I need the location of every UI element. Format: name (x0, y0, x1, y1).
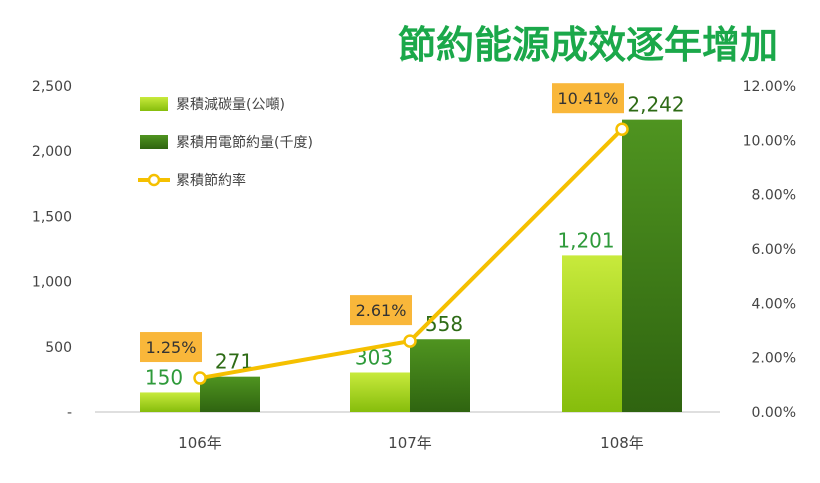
y-right-tick-label: 4.00% (752, 296, 796, 312)
x-category-label: 106年 (178, 434, 222, 452)
chart-title: 節約能源成效逐年增加 (398, 23, 778, 67)
rate-label: 1.25% (146, 338, 197, 357)
y-left-tick-label: 2,500 (32, 79, 72, 95)
rate-label: 2.61% (356, 301, 407, 320)
y-left-tick-label: 2,000 (32, 144, 72, 160)
legend-line-marker (147, 173, 161, 187)
rate-point (193, 371, 207, 385)
y-left-tick-label: - (67, 405, 72, 421)
rate-label: 10.41% (557, 89, 618, 108)
bar-carbon (140, 392, 200, 412)
rate-line: 1.25% 2.61% 10.41% (140, 83, 629, 385)
legend: 累積減碳量(公噸) 累積用電節約量(千度) 累積節約率 (138, 96, 313, 189)
bar-carbon (350, 372, 410, 412)
bar-electricity (200, 376, 260, 412)
y-left-tick-label: 1,000 (32, 275, 72, 291)
x-category-label: 107年 (388, 434, 432, 452)
y-right-tick-label: 8.00% (752, 188, 796, 204)
bar-value-label: 2,242 (627, 93, 684, 117)
x-category-label: 108年 (600, 434, 644, 452)
rate-point (403, 334, 417, 348)
y-right-tick-label: 2.00% (752, 351, 796, 367)
bar-electricity (622, 119, 682, 413)
legend-label: 累積用電節約量(千度) (176, 134, 313, 151)
y-left-tick-label: 1,500 (32, 209, 72, 225)
legend-label: 累積節約率 (176, 172, 246, 189)
legend-swatch (140, 97, 168, 111)
y-right-tick-label: 12.00% (743, 79, 796, 95)
legend-label: 累積減碳量(公噸) (176, 96, 285, 113)
y-right-tick-label: 10.00% (743, 133, 796, 149)
bar-value-label: 1,201 (557, 228, 614, 252)
rate-point (615, 122, 629, 136)
bar-electricity (410, 339, 470, 412)
legend-swatch (140, 135, 168, 149)
rate-label-box (140, 332, 202, 363)
rate-label-box (552, 83, 624, 114)
y-right-tick-label: 0.00% (752, 405, 796, 421)
y-left-tick-label: 500 (45, 340, 72, 356)
bar-carbon (562, 255, 622, 412)
axes: - 500 1,000 1,500 2,000 2,500 0.00% 2.00% 4.00% 6… (32, 79, 796, 452)
rate-label-box (350, 295, 412, 326)
y-right-tick-label: 6.00% (752, 242, 796, 258)
bar-value-label: 558 (425, 312, 463, 336)
bar-value-label: 150 (145, 365, 183, 389)
